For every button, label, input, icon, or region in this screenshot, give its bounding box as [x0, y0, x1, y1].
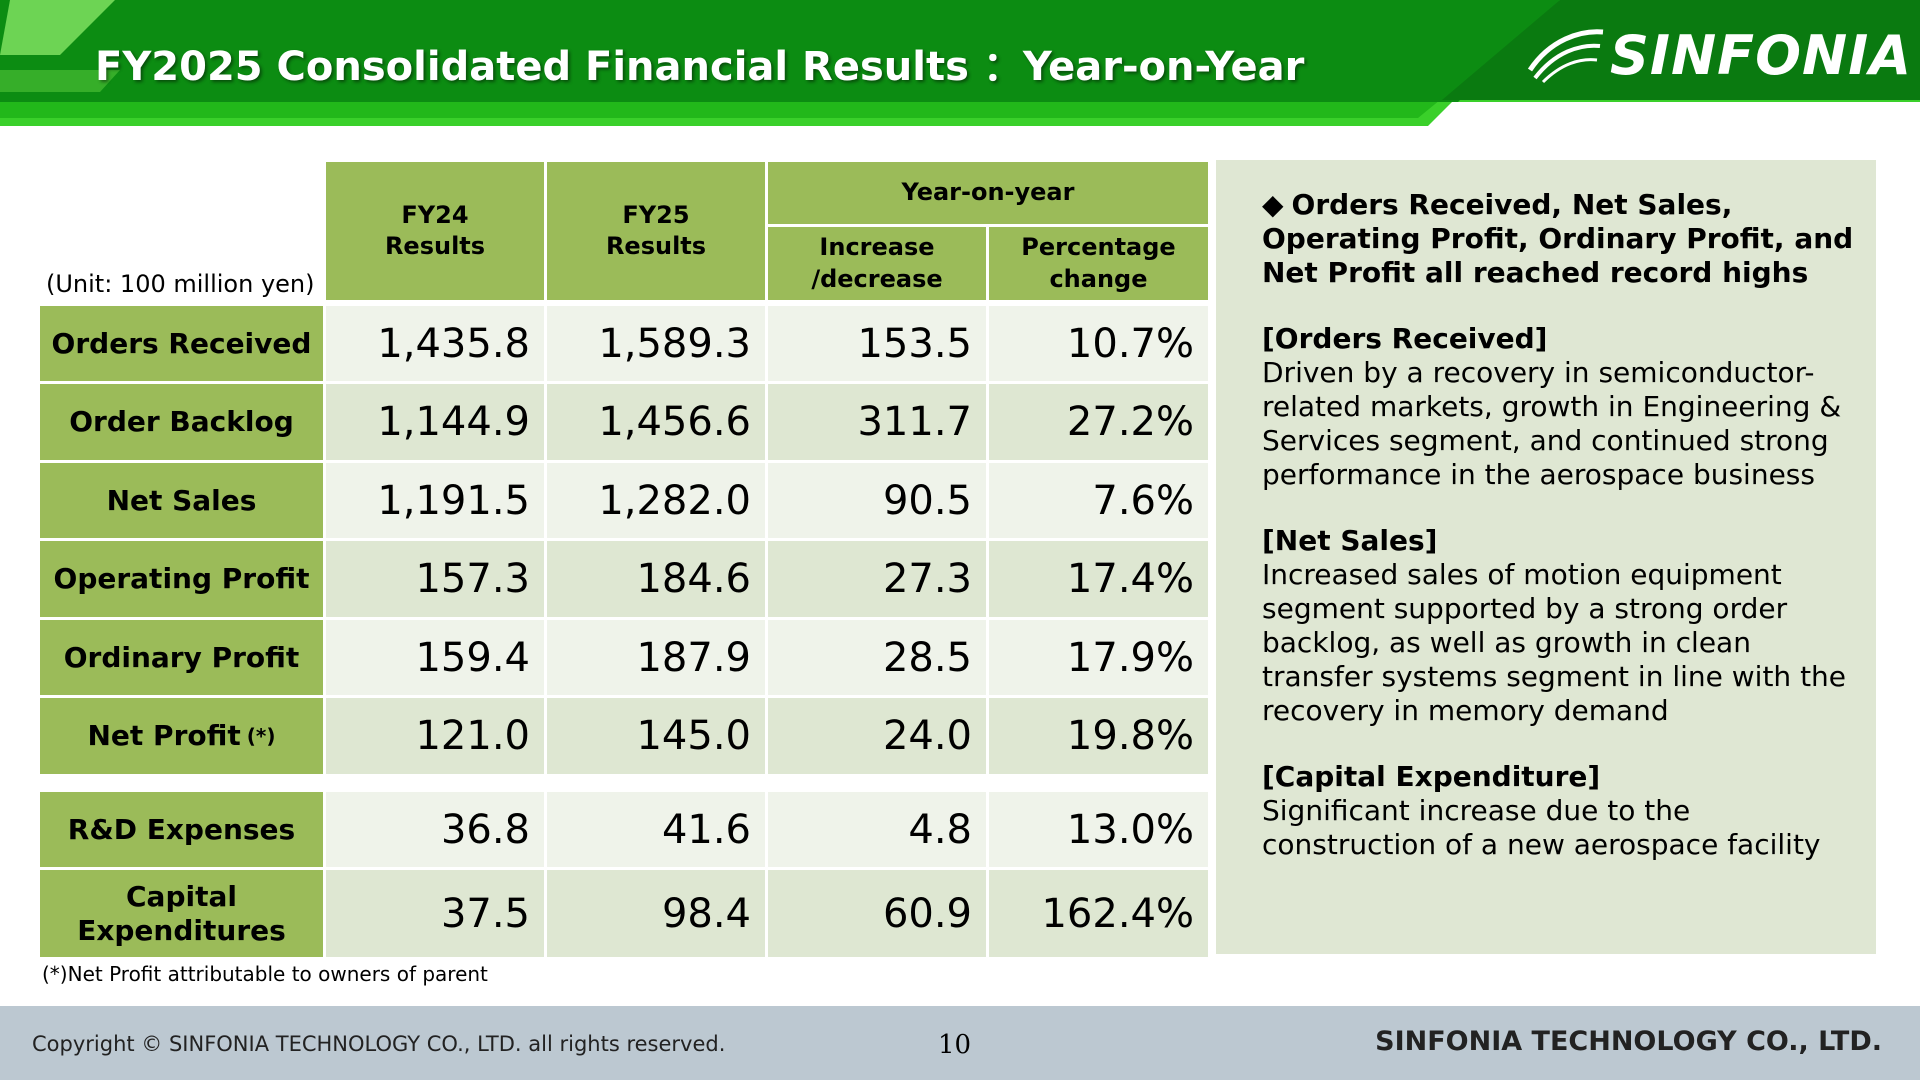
- cell-fy24: 121.0: [326, 698, 544, 774]
- header-increase: Increase /decrease: [768, 227, 986, 300]
- cell-fy25: 184.6: [547, 541, 765, 617]
- section-title: [Capital Expenditure]: [1262, 760, 1601, 793]
- header-percentage: Percentage change: [989, 227, 1208, 300]
- section-orders-received: [Orders Received] Driven by a recovery i…: [1262, 322, 1862, 492]
- header-banner: FY2025 Consolidated Financial Results ：Y…: [0, 0, 1920, 126]
- logo-text: SINFONIA: [1610, 24, 1913, 87]
- row-label-text: Orders Received: [51, 326, 312, 360]
- section-title: [Orders Received]: [1262, 322, 1548, 355]
- row-label-text: Ordinary Profit: [63, 640, 300, 674]
- cell-fy24: 159.4: [326, 620, 544, 695]
- slide-title: FY2025 Consolidated Financial Results ：Y…: [95, 44, 1305, 90]
- cell-fy25: 98.4: [547, 870, 765, 957]
- cell-increase: 311.7: [768, 384, 986, 460]
- cell-fy25: 1,589.3: [547, 306, 765, 381]
- sinfonia-logo: SINFONIA: [1525, 20, 1911, 90]
- section-title: [Net Sales]: [1262, 524, 1438, 557]
- row-label: Operating Profit: [40, 541, 323, 617]
- row-label-footnote-marker: (*): [246, 724, 276, 748]
- cell-fy25: 1,456.6: [547, 384, 765, 460]
- cell-increase: 28.5: [768, 620, 986, 695]
- cell-fy24: 37.5: [326, 870, 544, 957]
- cell-fy24: 36.8: [326, 792, 544, 867]
- cell-fy24: 1,191.5: [326, 463, 544, 538]
- commentary-content: ◆ Orders Received, Net Sales, Operating P…: [1262, 188, 1862, 862]
- row-label: Net Sales: [40, 463, 323, 538]
- row-label: R&D Expenses: [40, 792, 323, 867]
- page-number: 10: [938, 1030, 972, 1060]
- row-label-text: Order Backlog: [69, 405, 294, 439]
- cell-percent: 19.8%: [989, 698, 1208, 774]
- cell-fy24: 157.3: [326, 541, 544, 617]
- footer: Copyright © SINFONIA TECHNOLOGY CO., LTD…: [0, 1006, 1920, 1080]
- cell-fy24: 1,435.8: [326, 306, 544, 381]
- row-label-text: R&D Expenses: [67, 812, 296, 846]
- row-label-text: Capital Expenditures: [77, 879, 286, 947]
- panel-heading: ◆ Orders Received, Net Sales, Operating P…: [1262, 188, 1862, 290]
- row-label-text: Net Profit: [87, 719, 241, 753]
- row-label: Capital Expenditures: [40, 870, 323, 957]
- logo-wave-icon: [1527, 29, 1604, 84]
- panel-heading-text: Orders Received, Net Sales, Operating Pr…: [1262, 188, 1854, 289]
- row-label: Ordinary Profit: [40, 620, 323, 695]
- header-yoy: Year-on-year: [768, 162, 1208, 224]
- section-body: Significant increase due to the construc…: [1262, 794, 1821, 861]
- cell-percent: 10.7%: [989, 306, 1208, 381]
- cell-fy25: 145.0: [547, 698, 765, 774]
- row-label: Net Profit (*): [40, 698, 323, 774]
- cell-increase: 60.9: [768, 870, 986, 957]
- section-net-sales: [Net Sales] Increased sales of motion eq…: [1262, 524, 1862, 728]
- header-fy25: FY25 Results: [547, 162, 765, 300]
- header-background: [0, 0, 1920, 126]
- row-label: Orders Received: [40, 306, 323, 381]
- commentary-panel: ◆ Orders Received, Net Sales, Operating P…: [1216, 160, 1876, 954]
- cell-fy25: 41.6: [547, 792, 765, 867]
- cell-fy25: 187.9: [547, 620, 765, 695]
- cell-percent: 162.4%: [989, 870, 1208, 957]
- header-fy24: FY24 Results: [326, 162, 544, 300]
- footnote: (*)Net Profit attributable to owners of …: [42, 962, 488, 986]
- cell-fy25: 1,282.0: [547, 463, 765, 538]
- cell-percent: 17.9%: [989, 620, 1208, 695]
- cell-fy24: 1,144.9: [326, 384, 544, 460]
- cell-increase: 24.0: [768, 698, 986, 774]
- row-label: Order Backlog: [40, 384, 323, 460]
- cell-percent: 17.4%: [989, 541, 1208, 617]
- cell-increase: 153.5: [768, 306, 986, 381]
- row-label-text: Net Sales: [106, 483, 257, 517]
- row-label-text: Operating Profit: [53, 562, 310, 596]
- diamond-bullet-icon: ◆: [1262, 188, 1284, 221]
- cell-increase: 90.5: [768, 463, 986, 538]
- section-capital-expenditure: [Capital Expenditure] Significant increa…: [1262, 760, 1862, 862]
- cell-increase: 4.8: [768, 792, 986, 867]
- cell-increase: 27.3: [768, 541, 986, 617]
- section-body: Increased sales of motion equipment segm…: [1262, 558, 1847, 727]
- cell-percent: 27.2%: [989, 384, 1208, 460]
- cell-percent: 13.0%: [989, 792, 1208, 867]
- unit-note: (Unit: 100 million yen): [46, 270, 315, 298]
- section-body: Driven by a recovery in semiconductor- r…: [1262, 356, 1842, 491]
- company-name: SINFONIA TECHNOLOGY CO., LTD.: [1375, 1026, 1882, 1057]
- copyright-text: Copyright © SINFONIA TECHNOLOGY CO., LTD…: [32, 1032, 726, 1056]
- cell-percent: 7.6%: [989, 463, 1208, 538]
